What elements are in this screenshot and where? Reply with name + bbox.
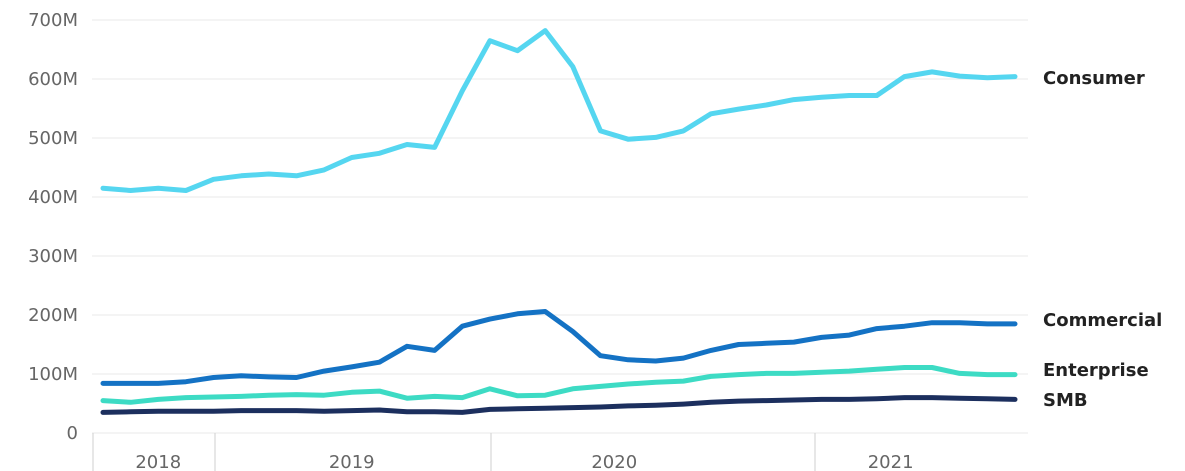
series-line-commercial — [100, 309, 1018, 386]
series-label-smb: SMB — [1043, 390, 1088, 411]
y-tick-label: 200M — [28, 305, 78, 326]
series-label-commercial: Commercial — [1043, 310, 1162, 331]
series-line-enterprise — [100, 365, 1018, 405]
y-tick-label: 0 — [67, 423, 78, 444]
y-tick-label: 100M — [28, 364, 78, 385]
x-tick-label: 2019 — [329, 452, 375, 471]
series-line-consumer — [100, 28, 1018, 193]
y-tick-label: 600M — [28, 69, 78, 90]
y-tick-label: 400M — [28, 187, 78, 208]
x-tick-label: 2021 — [868, 452, 914, 471]
y-axis: 0 100M 200M 300M 400M 500M 600M 700M — [28, 10, 78, 444]
series-lines — [100, 28, 1018, 415]
y-tick-label: 700M — [28, 10, 78, 31]
series-label-consumer: Consumer — [1043, 68, 1145, 89]
x-tick-label: 2020 — [591, 452, 637, 471]
y-tick-label: 500M — [28, 128, 78, 149]
x-tick-label: 2018 — [135, 452, 181, 471]
x-axis: 2018 2019 2020 2021 — [92, 433, 914, 471]
series-labels: Consumer Commercial Enterprise SMB — [1043, 68, 1162, 411]
series-line-smb — [100, 395, 1018, 415]
series-label-enterprise: Enterprise — [1043, 360, 1149, 381]
y-tick-label: 300M — [28, 246, 78, 267]
